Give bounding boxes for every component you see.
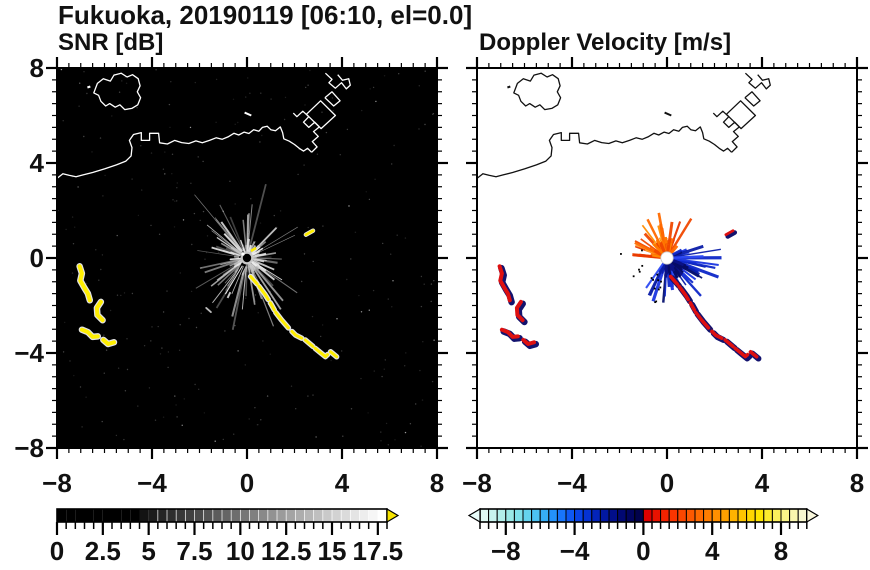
snr-colorbar-label: 15 bbox=[317, 536, 347, 566]
x-tick-label-doppler: 8 bbox=[849, 468, 865, 498]
radar-origin-dot bbox=[660, 251, 674, 265]
y-tick-label: 4 bbox=[29, 148, 44, 178]
x-tick-label-snr: 0 bbox=[239, 468, 255, 498]
snr-colorbar-label: 2.5 bbox=[84, 536, 121, 566]
x-tick-label-snr: −4 bbox=[137, 468, 167, 498]
y-tick-label: 0 bbox=[29, 243, 44, 273]
radar-origin-dot bbox=[242, 253, 252, 263]
doppler-colorbar-label: −4 bbox=[559, 536, 590, 566]
snr-colorbar-label: 12.5 bbox=[260, 536, 312, 566]
snr-over-range-arrow bbox=[386, 507, 400, 524]
coastline bbox=[476, 72, 771, 179]
echo-tracks bbox=[497, 229, 763, 363]
snr-colorbar-label: 0 bbox=[49, 536, 65, 566]
panel-spine bbox=[476, 67, 858, 449]
doppler-under-range-arrow bbox=[467, 507, 481, 524]
figure-title: Fukuoka, 20190119 [06:10, el=0.0] bbox=[58, 0, 473, 30]
coastline bbox=[56, 72, 351, 179]
doppler-colorbar bbox=[467, 507, 819, 535]
doppler-colorbar-label: 0 bbox=[636, 536, 651, 566]
x-tick-label-snr: 4 bbox=[334, 468, 350, 498]
snr-colorbar-label: 10 bbox=[225, 536, 255, 566]
snr-colorbar-label: 5 bbox=[141, 536, 156, 566]
snr-map-panel bbox=[46, 57, 448, 459]
panel-title-doppler: Doppler Velocity [m/s] bbox=[479, 29, 732, 56]
doppler-over-range-arrow bbox=[806, 507, 819, 524]
doppler-colorbar-cells bbox=[479, 508, 808, 523]
snr-colorbar-label: 17.5 bbox=[352, 536, 404, 566]
x-tick-label-doppler: −8 bbox=[462, 468, 492, 498]
panel-title-snr: SNR [dB] bbox=[58, 29, 164, 56]
echo-tracks bbox=[76, 228, 341, 361]
noise-speckles bbox=[57, 68, 435, 449]
snr-colorbar bbox=[55, 507, 400, 535]
snr-colorbar-cells bbox=[57, 509, 387, 522]
snr-colorbar-label: 7.5 bbox=[176, 536, 213, 566]
doppler-colorbar-label: 4 bbox=[704, 536, 720, 566]
snr-colorbar-ticks bbox=[55, 522, 388, 535]
doppler-colorbar-label: 8 bbox=[773, 536, 789, 566]
doppler-colorbar-ticks bbox=[479, 522, 808, 535]
x-tick-label-doppler: −4 bbox=[557, 468, 587, 498]
doppler-colorbar-label: −8 bbox=[490, 536, 521, 566]
x-tick-label-snr: −8 bbox=[42, 468, 72, 498]
y-tick-label: −8 bbox=[14, 433, 44, 463]
y-tick-label: −4 bbox=[14, 338, 44, 368]
x-tick-label-snr: 8 bbox=[429, 468, 445, 498]
doppler-map-panel bbox=[466, 57, 868, 459]
x-tick-label-doppler: 4 bbox=[754, 468, 770, 498]
panel-spine bbox=[56, 67, 438, 449]
y-tick-label: 8 bbox=[29, 53, 44, 83]
x-tick-label-doppler: 0 bbox=[659, 468, 675, 498]
